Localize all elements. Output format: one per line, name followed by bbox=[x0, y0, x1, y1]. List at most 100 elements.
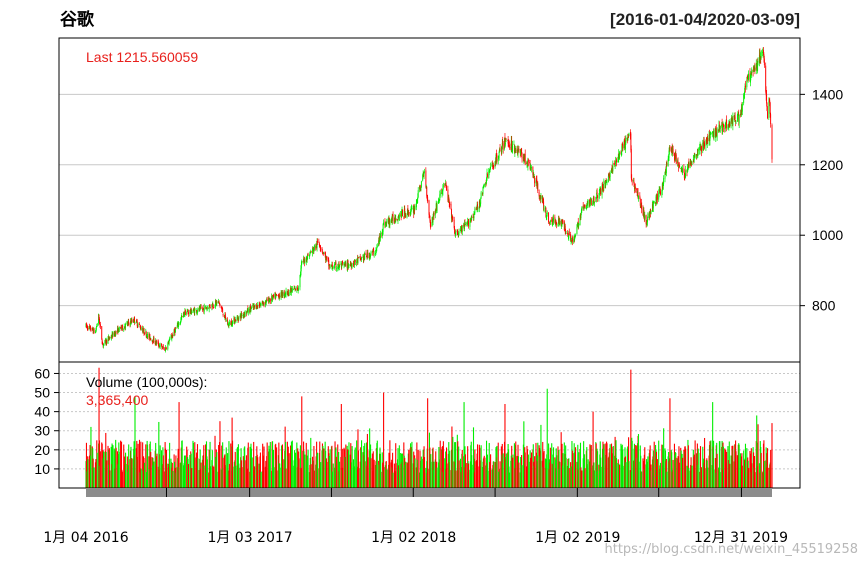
volume-bar bbox=[345, 444, 347, 488]
date-range: [2016-01-04/2020-03-09] bbox=[610, 10, 800, 29]
candle-body bbox=[276, 293, 278, 296]
candle-body bbox=[158, 345, 160, 347]
volume-bar bbox=[392, 472, 394, 488]
candle-body bbox=[526, 164, 528, 166]
volume-bar bbox=[691, 465, 693, 488]
candle-body bbox=[285, 290, 287, 295]
candle-body bbox=[498, 151, 500, 158]
candle-body bbox=[187, 311, 189, 313]
candle-body bbox=[477, 207, 479, 209]
volume-bar bbox=[348, 442, 350, 488]
candle-body bbox=[667, 158, 669, 166]
candle-body bbox=[448, 196, 450, 201]
candle-body bbox=[319, 245, 321, 248]
candle-body bbox=[353, 261, 355, 266]
volume-bar bbox=[615, 457, 618, 488]
candle-body bbox=[729, 121, 731, 127]
volume-bar bbox=[452, 436, 454, 488]
candle-body bbox=[173, 329, 175, 337]
volume-bar bbox=[771, 423, 773, 488]
candle-body bbox=[532, 172, 534, 176]
candle-body bbox=[710, 133, 712, 135]
candle-body bbox=[415, 199, 417, 208]
volume-y-tick-label: 50 bbox=[34, 385, 50, 401]
candle-body bbox=[120, 326, 122, 329]
candle-body bbox=[517, 149, 519, 155]
candle-body bbox=[712, 131, 714, 133]
candle-body bbox=[483, 183, 485, 186]
candle-body bbox=[364, 253, 366, 259]
candle-body bbox=[307, 253, 309, 256]
volume-bar bbox=[213, 466, 215, 488]
volume-bar bbox=[269, 441, 271, 488]
candle-body bbox=[406, 214, 408, 218]
candle-body bbox=[107, 338, 109, 344]
candle-body bbox=[687, 166, 689, 169]
candle-body bbox=[644, 215, 646, 219]
volume-bar bbox=[548, 443, 550, 488]
volume-bar bbox=[108, 448, 110, 488]
candle-body bbox=[464, 223, 465, 230]
candle-body bbox=[176, 325, 178, 328]
candle-body bbox=[324, 252, 326, 256]
volume-bar bbox=[199, 449, 201, 488]
candle-body bbox=[411, 208, 412, 210]
candle-body bbox=[606, 181, 608, 183]
volume-y-tick-label: 10 bbox=[34, 461, 50, 477]
candle-body bbox=[600, 188, 602, 195]
candle-body bbox=[490, 166, 492, 169]
candle-body bbox=[743, 94, 745, 104]
candle-body bbox=[464, 224, 466, 225]
volume-bar bbox=[140, 441, 142, 488]
volume-bar bbox=[206, 459, 208, 488]
volume-panel: 10 20 30 40 50 60 Volume (100,000s): 3,365,40… bbox=[34, 361, 801, 489]
candle-body bbox=[589, 199, 591, 204]
candle-body bbox=[384, 221, 386, 227]
price-y-tick-label: 1400 bbox=[812, 86, 843, 102]
candle-body bbox=[513, 144, 515, 145]
volume-bar bbox=[744, 443, 747, 488]
candle-body bbox=[641, 202, 643, 210]
volume-bar bbox=[504, 404, 506, 488]
candle-body bbox=[417, 197, 419, 200]
candle-body bbox=[617, 157, 619, 162]
price-y-tick-label: 1200 bbox=[812, 157, 843, 173]
volume-bar bbox=[257, 457, 259, 488]
candle-body bbox=[662, 182, 664, 189]
candle-body bbox=[439, 192, 441, 196]
candle-body bbox=[183, 312, 185, 316]
candle-body bbox=[480, 192, 482, 199]
price-panel-frame bbox=[58, 37, 801, 363]
candle-body bbox=[328, 259, 330, 267]
volume-bar bbox=[704, 437, 706, 488]
volume-bar bbox=[634, 445, 636, 488]
volume-bar bbox=[342, 448, 344, 488]
volume-bar bbox=[370, 458, 372, 488]
volume-bar bbox=[609, 444, 611, 488]
candle-body bbox=[521, 148, 523, 155]
candle-body bbox=[397, 218, 399, 221]
volume-bar bbox=[637, 434, 640, 488]
candle-body bbox=[256, 308, 258, 310]
candle-body bbox=[398, 214, 400, 221]
candle-body bbox=[147, 333, 149, 338]
candle-body bbox=[763, 58, 765, 66]
volume-bar bbox=[364, 443, 366, 488]
candle-body bbox=[241, 314, 243, 316]
candle-body bbox=[573, 238, 575, 243]
candle-body bbox=[234, 322, 236, 324]
volume-bar bbox=[417, 449, 419, 488]
candle-body bbox=[545, 207, 547, 217]
candle-body bbox=[460, 228, 462, 231]
candle-body bbox=[768, 101, 770, 118]
candle-body bbox=[656, 194, 658, 200]
candle-body bbox=[246, 310, 248, 314]
candle-body bbox=[195, 309, 197, 311]
volume-bar bbox=[113, 448, 115, 488]
candle-body bbox=[298, 287, 300, 289]
candle-body bbox=[688, 162, 690, 168]
candle-body bbox=[581, 206, 583, 211]
volume-bar bbox=[463, 402, 465, 488]
volume-bar bbox=[499, 461, 501, 488]
candle-body bbox=[417, 190, 419, 198]
